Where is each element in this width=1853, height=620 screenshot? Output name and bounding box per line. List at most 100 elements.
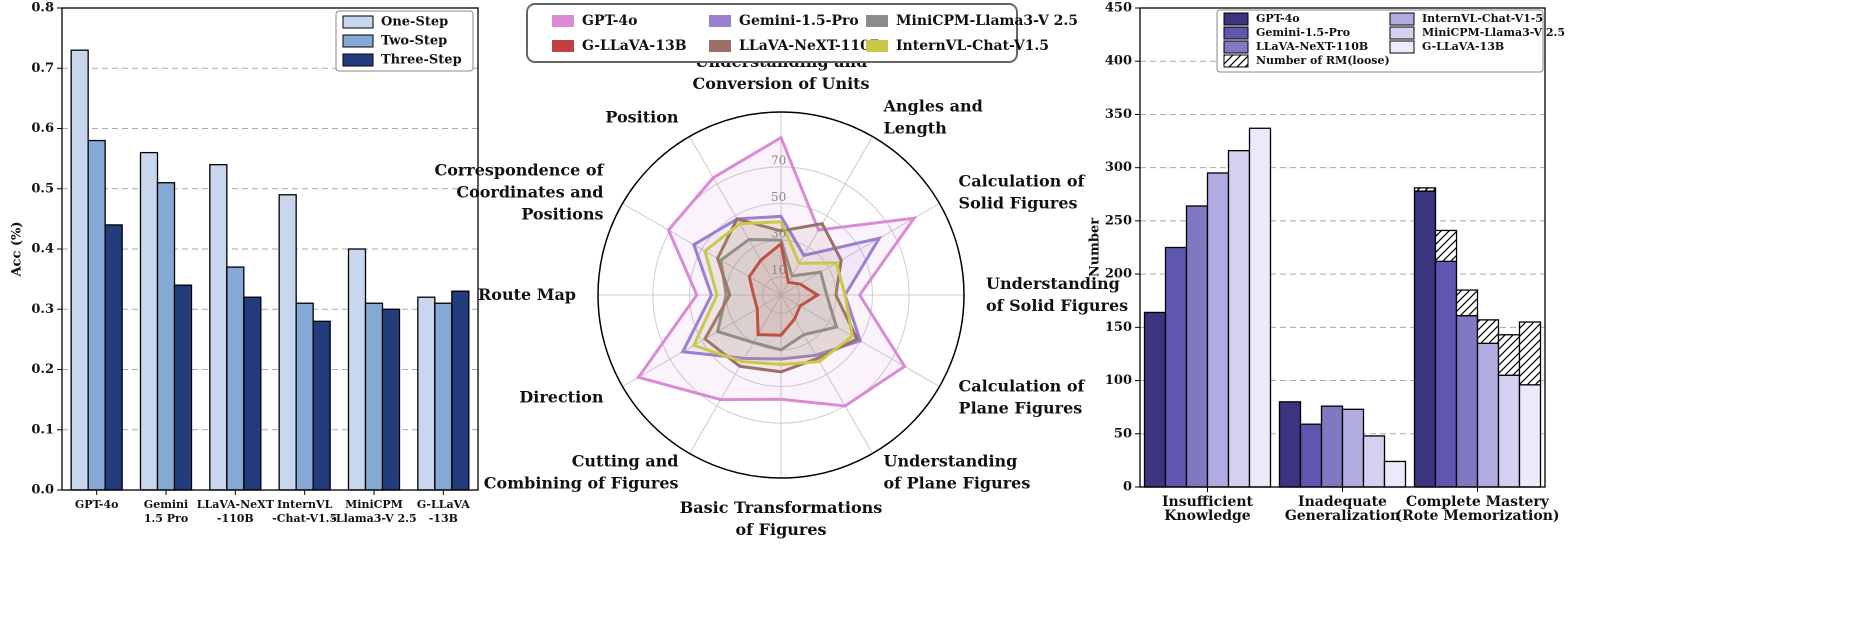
- x-tick-label-line: -110B: [217, 512, 254, 525]
- radar-axis-label-line: Correspondence of: [434, 160, 604, 179]
- bar: [1518, 384, 1542, 488]
- x-tick-label: LLaVA-NeXT -110B: [197, 498, 275, 525]
- bar: [1413, 190, 1437, 488]
- radar-axis-label-line: Calculation of: [959, 376, 1086, 395]
- x-tick-label-line: Gemini: [144, 498, 188, 511]
- radar-spoke: [622, 203, 782, 296]
- x-tick-label: Complete Mastery (Rote Memorization): [1395, 494, 1559, 524]
- radar-axis-label: Understanding of Plane Figures: [884, 451, 1031, 492]
- radar-spoke: [689, 294, 782, 454]
- legend-swatch: [342, 15, 374, 29]
- legend-label: G-LLaVA-13B: [582, 38, 687, 54]
- bar: [1164, 246, 1188, 488]
- legend-label: MiniCPM-Llama3-V 2.5: [1422, 26, 1565, 39]
- bar: [451, 290, 470, 491]
- y-tick-label: 0.7: [31, 61, 54, 76]
- stacked-bar: [1476, 319, 1500, 344]
- plot-frame: [1139, 7, 1546, 488]
- bar: [1206, 172, 1230, 488]
- legend-swatch: [1389, 40, 1415, 54]
- x-tick-label: Inadequate Generalization: [1285, 494, 1400, 524]
- legend-swatch: [1223, 54, 1249, 68]
- y-axis-label: Number: [1088, 218, 1103, 277]
- legend-label: MiniCPM-Llama3-V 2.5: [896, 13, 1078, 29]
- legend-swatch: [1223, 12, 1249, 26]
- radar-axis-label-line: Length: [884, 118, 948, 137]
- legend-swatch: [342, 53, 374, 67]
- legend-swatch: [1389, 26, 1415, 40]
- bar: [104, 224, 123, 491]
- bar: [1227, 149, 1251, 488]
- radar-spoke: [689, 136, 782, 296]
- radar-spoke: [780, 136, 873, 296]
- bar: [295, 302, 314, 491]
- legend-swatch: [709, 15, 731, 27]
- radar-axis-label: Angles and Length: [883, 96, 983, 137]
- radar-tick-label: 50: [771, 190, 786, 204]
- radar-axis-label-line: of Plane Figures: [884, 473, 1031, 492]
- legend-box: [1216, 9, 1544, 73]
- plot-frame: [61, 7, 479, 491]
- x-tick-label-line: MiniCPM: [345, 498, 403, 511]
- radar-tick-label: 70: [771, 153, 786, 167]
- y-tick-label: 450: [1105, 1, 1132, 16]
- legend-label: Number of RM(loose): [1256, 54, 1390, 67]
- radar-axis-label-line: Calculation of: [959, 171, 1086, 190]
- x-tick-label-line: Complete Mastery: [1406, 494, 1550, 510]
- bar: [1341, 408, 1365, 488]
- radar-tick-label: 10: [771, 263, 786, 277]
- y-tick-label: 0.2: [31, 362, 54, 377]
- radar-series: [691, 220, 854, 367]
- stacked-bar: [1497, 334, 1521, 376]
- bar: [173, 284, 193, 491]
- radar-series: [715, 238, 839, 352]
- x-tick-label-line: Insufficient: [1162, 494, 1254, 510]
- bar: [156, 182, 176, 491]
- y-tick-label: 200: [1105, 267, 1132, 282]
- radar-series: [747, 241, 821, 337]
- radar-axis-label-line: Cutting and: [572, 451, 679, 470]
- legend-label: LLaVA-NeXT-110B: [739, 38, 882, 54]
- bar: [1320, 405, 1344, 488]
- bar: [1143, 311, 1167, 488]
- radar-axis-label-line: of Solid Figures: [986, 296, 1128, 315]
- x-tick-label-line: G-LLaVA: [417, 498, 470, 511]
- y-tick-label: 400: [1105, 54, 1132, 69]
- radar-outline: [597, 111, 965, 479]
- radar-axis-label: Correspondence of Coordinates and Position…: [434, 160, 604, 223]
- bar: [381, 308, 401, 491]
- legend-swatch: [866, 40, 888, 52]
- y-tick-label: 250: [1105, 213, 1132, 228]
- y-tick-label: 0.8: [31, 1, 54, 16]
- bar: [1455, 314, 1479, 488]
- y-tick-label: 0.0: [31, 483, 54, 498]
- bar: [1383, 460, 1407, 488]
- radar-axis-label-line: Direction: [519, 387, 603, 406]
- radar-axis-label-line: Route Map: [478, 285, 576, 304]
- legend-label: GPT-4o: [582, 13, 637, 29]
- x-tick-label: Gemini 1.5 Pro: [144, 498, 188, 525]
- radar-axis-label-line: Understanding: [986, 274, 1120, 293]
- x-tick-label-line: LLaVA-NeXT: [197, 498, 275, 511]
- x-tick-label: G-LLaVA -13B: [417, 498, 470, 525]
- bar: [1248, 127, 1272, 488]
- legend-label: One-Step: [381, 15, 448, 30]
- y-tick-label: 100: [1105, 373, 1132, 388]
- x-tick-label: InternVL -Chat-V1.5: [272, 498, 337, 525]
- y-tick-label: 0.4: [31, 242, 54, 257]
- x-tick-label: MiniCPM -Llama3-V 2.5: [331, 498, 416, 525]
- radar-series: [702, 217, 860, 374]
- radar-axis-label-line: of Figures: [736, 520, 827, 539]
- x-tick-label-line: -Llama3-V 2.5: [331, 512, 416, 525]
- x-tick-label-line: Generalization: [1285, 508, 1400, 524]
- legend-swatch: [709, 40, 731, 52]
- radar-axis-label: Route Map: [478, 285, 576, 304]
- legend-label: InternVL-Chat-V1-5: [1422, 12, 1543, 25]
- radar-axis-label: Cutting and Combining of Figures: [484, 451, 679, 492]
- y-tick-label: 0.6: [31, 121, 54, 136]
- bar: [1434, 260, 1458, 488]
- radar-axis-label: Position: [605, 107, 679, 126]
- legend-label: Gemini-1.5-Pro: [739, 13, 859, 29]
- bar: [243, 296, 262, 491]
- radar-axis-label: Direction: [519, 387, 603, 406]
